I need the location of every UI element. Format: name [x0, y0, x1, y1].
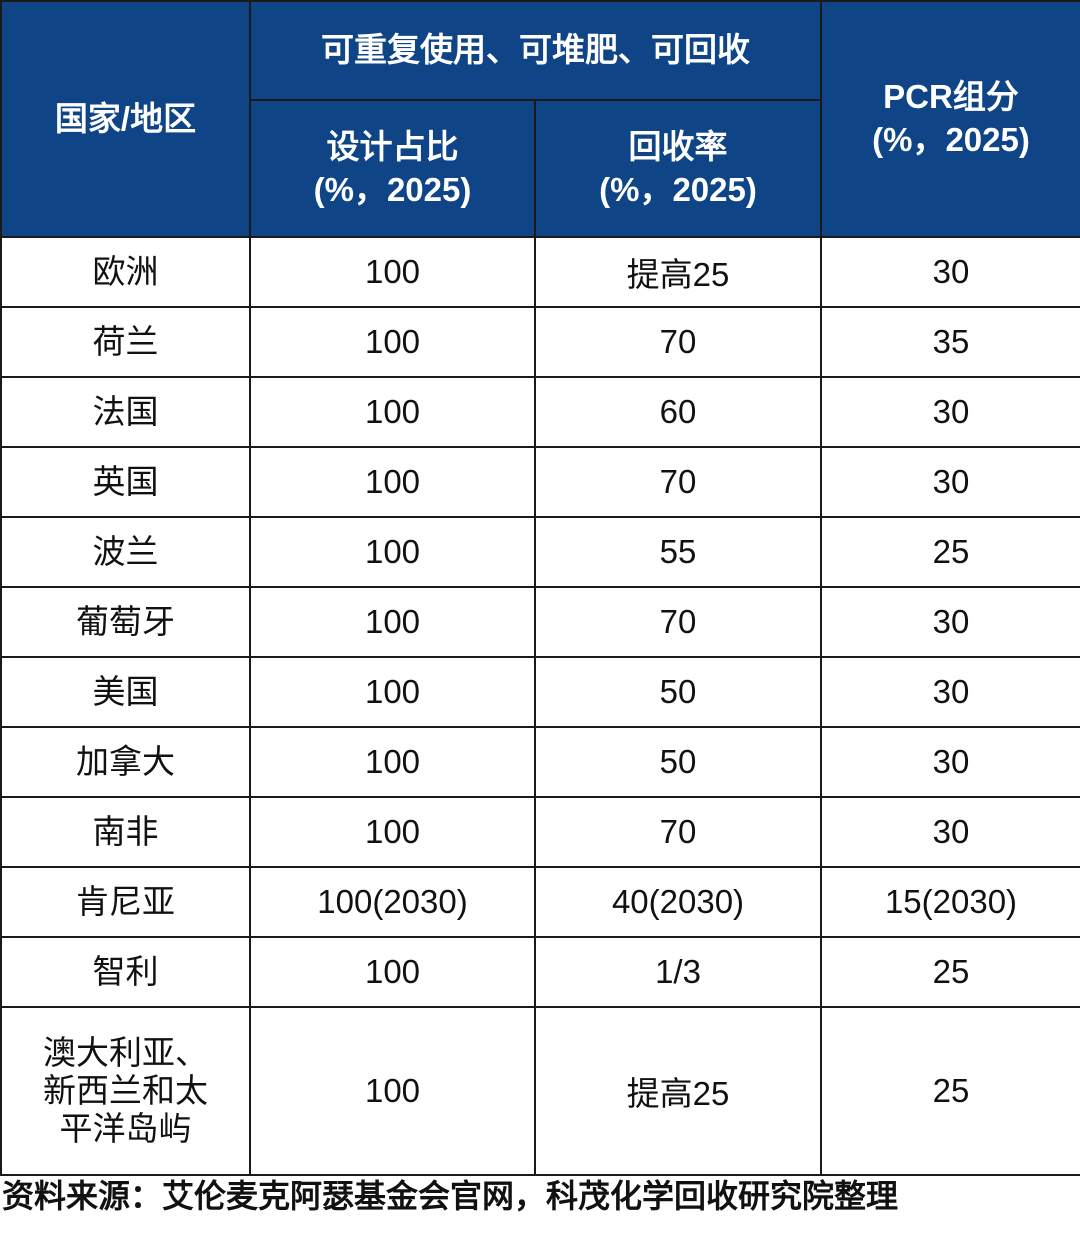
- value-cell: 30: [820, 446, 1080, 518]
- source-note: 资料来源：艾伦麦克阿瑟基金会官网，科茂化学回收研究院整理: [2, 1178, 899, 1214]
- table-row: 智利 100 1/3 25: [0, 936, 1080, 1008]
- value-cell: 100: [249, 586, 536, 658]
- value-cell: 提高25: [534, 1006, 822, 1176]
- value-cell: 30: [820, 586, 1080, 658]
- value-cell: 100: [249, 306, 536, 378]
- table-row: 加拿大 100 50 30: [0, 726, 1080, 798]
- value-cell: 50: [534, 726, 822, 798]
- value-cell: 100: [249, 376, 536, 448]
- region-cell: 欧洲: [0, 236, 251, 308]
- value-cell: 100: [249, 726, 536, 798]
- value-cell: 25: [820, 936, 1080, 1008]
- table-row: 肯尼亚 100(2030) 40(2030) 15(2030): [0, 866, 1080, 938]
- header-region: 国家/地区: [0, 0, 251, 238]
- table-row: 南非 100 70 30: [0, 796, 1080, 868]
- value-cell: 100(2030): [249, 866, 536, 938]
- value-cell: 50: [534, 656, 822, 728]
- value-cell: 70: [534, 306, 822, 378]
- table-row: 波兰 100 55 25: [0, 516, 1080, 588]
- value-cell: 55: [534, 516, 822, 588]
- value-cell: 100: [249, 236, 536, 308]
- region-cell: 法国: [0, 376, 251, 448]
- value-cell: 30: [820, 726, 1080, 798]
- policy-table: 国家/地区 可重复使用、可堆肥、可回收 PCR组分 (%，2025) 设计占比 …: [0, 0, 1080, 1176]
- value-cell: 100: [249, 446, 536, 518]
- region-cell: 加拿大: [0, 726, 251, 798]
- value-cell: 100: [249, 516, 536, 588]
- value-cell: 30: [820, 376, 1080, 448]
- value-cell: 30: [820, 236, 1080, 308]
- region-cell: 葡萄牙: [0, 586, 251, 658]
- table-row: 法国 100 60 30: [0, 376, 1080, 448]
- region-cell: 英国: [0, 446, 251, 518]
- value-cell: 25: [820, 1006, 1080, 1176]
- header-pcr: PCR组分 (%，2025): [820, 0, 1080, 238]
- value-cell: 1/3: [534, 936, 822, 1008]
- region-cell: 肯尼亚: [0, 866, 251, 938]
- region-cell: 荷兰: [0, 306, 251, 378]
- value-cell: 30: [820, 796, 1080, 868]
- region-cell: 智利: [0, 936, 251, 1008]
- table-row: 荷兰 100 70 35: [0, 306, 1080, 378]
- value-cell: 70: [534, 586, 822, 658]
- value-cell: 70: [534, 796, 822, 868]
- table-row: 英国 100 70 30: [0, 446, 1080, 518]
- region-cell: 美国: [0, 656, 251, 728]
- header-design-share: 设计占比 (%，2025): [249, 99, 536, 238]
- value-cell: 60: [534, 376, 822, 448]
- value-cell: 35: [820, 306, 1080, 378]
- value-cell: 40(2030): [534, 866, 822, 938]
- value-cell: 100: [249, 796, 536, 868]
- header-recycling-rate: 回收率 (%，2025): [534, 99, 822, 238]
- value-cell: 100: [249, 1006, 536, 1176]
- table-row: 欧洲 100 提高25 30: [0, 236, 1080, 308]
- table-row: 葡萄牙 100 70 30: [0, 586, 1080, 658]
- value-cell: 100: [249, 936, 536, 1008]
- region-cell: 澳大利亚、新西兰和太平洋岛屿: [0, 1006, 251, 1176]
- table-row: 美国 100 50 30: [0, 656, 1080, 728]
- value-cell: 30: [820, 656, 1080, 728]
- table-row: 澳大利亚、新西兰和太平洋岛屿 100 提高25 25: [0, 1006, 1080, 1176]
- value-cell: 70: [534, 446, 822, 518]
- header-group: 可重复使用、可堆肥、可回收: [249, 0, 822, 101]
- value-cell: 100: [249, 656, 536, 728]
- value-cell: 15(2030): [820, 866, 1080, 938]
- value-cell: 提高25: [534, 236, 822, 308]
- value-cell: 25: [820, 516, 1080, 588]
- table-body: 欧洲 100 提高25 30 荷兰 100 70 35 法国 100 60 30 英国 100 70 30 波兰…: [0, 236, 1080, 1176]
- region-cell: 波兰: [0, 516, 251, 588]
- region-cell: 南非: [0, 796, 251, 868]
